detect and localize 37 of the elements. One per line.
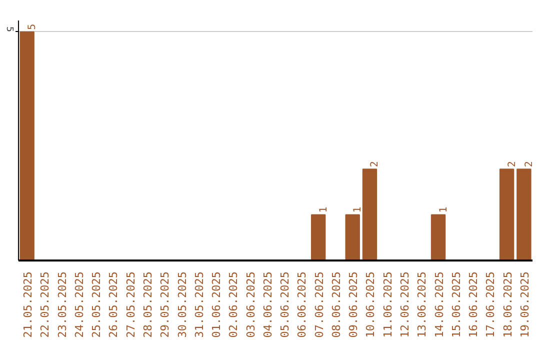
- x-tick-label: 01.06.2025: [210, 271, 224, 338]
- x-tick-label: 18.06.2025: [501, 271, 514, 338]
- x-tick-label: 06.06.2025: [296, 271, 309, 338]
- x-tick-label: 05.06.2025: [278, 271, 292, 338]
- x-tick-label: 07.06.2025: [312, 271, 326, 338]
- x-tick-label: 27.05.2025: [124, 271, 138, 338]
- x-tick-label: 19.06.2025: [518, 271, 532, 338]
- data-label: 5: [27, 24, 38, 30]
- data-label: 2: [506, 161, 518, 168]
- data-label: 1: [438, 206, 450, 213]
- x-tick-label: 29.05.2025: [158, 271, 172, 338]
- x-tick-label: 28.05.2025: [142, 271, 154, 338]
- x-tick-label: 25.05.2025: [90, 271, 104, 338]
- data-label: 1: [318, 206, 330, 213]
- data-label: 2: [524, 161, 535, 168]
- x-tick-label: 09.06.2025: [347, 271, 360, 338]
- x-tick-label: 13.06.2025: [416, 271, 429, 338]
- x-tick-label: 31.05.2025: [192, 271, 206, 338]
- x-tick-label: 21.05.2025: [22, 271, 35, 338]
- x-tick-label: 14.06.2025: [432, 271, 446, 338]
- x-tick-label: 23.05.2025: [56, 271, 69, 338]
- data-label: 1: [352, 206, 364, 213]
- x-tick-label: 30.05.2025: [176, 271, 189, 338]
- x-tick-label: 04.06.2025: [261, 271, 274, 338]
- x-tick-label: 11.06.2025: [381, 271, 394, 338]
- x-tick-label: 26.05.2025: [107, 271, 120, 338]
- x-tick-label: 24.05.2025: [72, 271, 86, 338]
- x-tick-label: 03.06.2025: [244, 271, 258, 338]
- x-tick-label: 15.06.2025: [450, 271, 463, 338]
- x-tick-label: 12.06.2025: [398, 271, 412, 338]
- data-label: 2: [370, 161, 381, 168]
- x-tick-label: 17.06.2025: [484, 271, 498, 338]
- x-tick-label: 08.06.2025: [330, 271, 343, 338]
- x-tick-label: 02.06.2025: [227, 271, 240, 338]
- x-tick-label: 22.05.2025: [38, 271, 52, 338]
- x-tick-label: 16.06.2025: [467, 271, 480, 338]
- x-tick-label: 10.06.2025: [364, 271, 378, 338]
